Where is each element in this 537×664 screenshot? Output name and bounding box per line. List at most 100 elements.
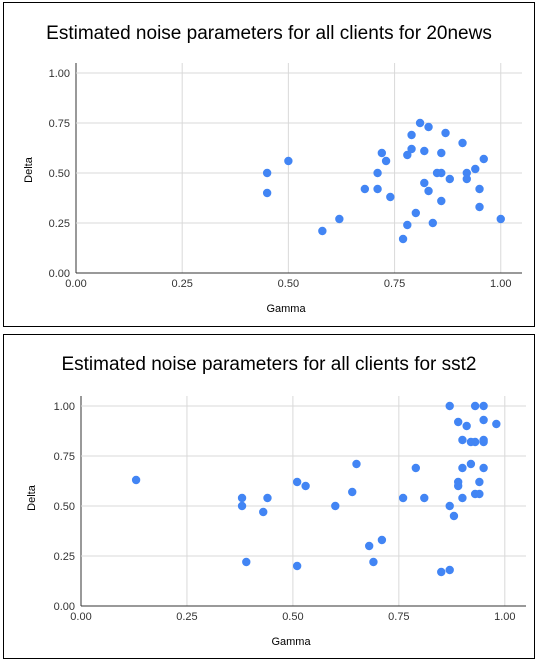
data-point <box>292 561 302 571</box>
data-point <box>428 218 437 228</box>
y-axis-label: Delta <box>23 156 35 183</box>
x-tick-label: 1.00 <box>494 611 515 623</box>
x-tick-label: 0.00 <box>70 611 91 623</box>
y-tick-label: 0.25 <box>49 218 70 230</box>
data-point <box>237 493 247 503</box>
data-point <box>437 567 446 577</box>
data-point <box>470 401 480 411</box>
data-point <box>398 234 408 244</box>
data-point <box>424 122 433 132</box>
x-tick-label: 0.50 <box>278 278 299 290</box>
data-point <box>475 202 484 212</box>
x-axis-label: Gamma <box>271 636 311 648</box>
data-point <box>492 419 501 429</box>
y-tick-label: 1.00 <box>49 68 70 80</box>
data-point <box>292 477 302 487</box>
data-point <box>479 463 488 473</box>
data-point <box>475 477 484 487</box>
data-point <box>475 184 484 194</box>
data-point <box>470 437 480 447</box>
data-point <box>462 421 471 431</box>
chart-panel-sst2: Estimated noise parameters for all clien… <box>3 334 535 659</box>
data-point <box>411 463 421 473</box>
data-point <box>364 541 374 551</box>
data-point <box>471 164 480 174</box>
data-point <box>437 148 446 158</box>
x-tick-label: 0.50 <box>282 611 303 623</box>
data-point <box>437 196 446 206</box>
data-point <box>462 168 471 178</box>
y-tick-label: 0.25 <box>54 551 75 563</box>
data-point <box>479 437 488 447</box>
data-point <box>479 154 488 164</box>
data-point <box>458 435 467 445</box>
x-axis-label: Gamma <box>266 303 306 315</box>
data-point <box>301 481 310 491</box>
scatter-chart-20news: Estimated noise parameters for all clien… <box>23 23 522 315</box>
y-tick-label: 0.50 <box>49 168 70 180</box>
y-tick-label: 0.00 <box>54 601 75 613</box>
data-point <box>445 174 454 184</box>
data-point <box>377 535 387 545</box>
chart-panel-20news: Estimated noise parameters for all clien… <box>3 2 535 327</box>
data-point <box>381 156 391 166</box>
data-point <box>407 144 416 154</box>
data-point <box>453 481 463 491</box>
x-tick-label: 0.25 <box>171 278 192 290</box>
data-point <box>263 493 272 503</box>
data-point <box>479 415 488 425</box>
data-point <box>259 507 268 517</box>
data-point <box>373 168 382 178</box>
data-point <box>237 501 247 511</box>
scatter-chart-sst2: Estimated noise parameters for all clien… <box>26 354 526 648</box>
y-tick-label: 1.00 <box>54 401 75 413</box>
data-point <box>424 186 433 196</box>
data-point <box>242 557 251 567</box>
data-point <box>335 214 344 224</box>
y-tick-label: 0.75 <box>49 118 70 130</box>
data-point <box>407 130 416 140</box>
x-tick-label: 0.25 <box>176 611 197 623</box>
data-point <box>386 192 395 202</box>
data-point <box>458 138 467 148</box>
x-tick-label: 0.75 <box>388 611 409 623</box>
data-point <box>369 557 378 567</box>
y-tick-label: 0.00 <box>49 268 70 280</box>
data-point <box>262 188 272 198</box>
data-point <box>462 174 471 184</box>
data-point <box>437 168 446 178</box>
data-point <box>131 475 141 485</box>
data-point <box>411 208 421 218</box>
data-point <box>318 226 327 236</box>
data-point <box>475 489 484 499</box>
data-point <box>496 214 505 224</box>
data-point <box>415 118 425 128</box>
data-point <box>420 178 429 188</box>
y-tick-label: 0.50 <box>54 501 75 513</box>
data-point <box>348 487 357 497</box>
data-point <box>453 417 463 427</box>
data-point <box>398 493 408 503</box>
data-point <box>479 401 488 411</box>
data-point <box>466 459 476 469</box>
chart-title: Estimated noise parameters for all clien… <box>46 23 492 44</box>
x-tick-label: 0.75 <box>384 278 405 290</box>
x-tick-label: 0.00 <box>65 278 86 290</box>
data-point <box>458 463 467 473</box>
chart-title: Estimated noise parameters for all clien… <box>61 354 476 375</box>
data-point <box>420 493 429 503</box>
x-tick-label: 1.00 <box>490 278 511 290</box>
data-point <box>284 156 293 166</box>
data-point <box>331 501 340 511</box>
data-point <box>458 493 467 503</box>
data-point <box>403 150 412 160</box>
data-point <box>352 459 361 469</box>
data-point <box>420 146 429 156</box>
data-point <box>449 511 459 521</box>
data-point <box>262 168 272 178</box>
data-point <box>360 184 370 194</box>
data-point <box>445 401 454 411</box>
y-tick-label: 0.75 <box>54 451 75 463</box>
data-point <box>445 501 454 511</box>
data-point <box>373 184 382 194</box>
